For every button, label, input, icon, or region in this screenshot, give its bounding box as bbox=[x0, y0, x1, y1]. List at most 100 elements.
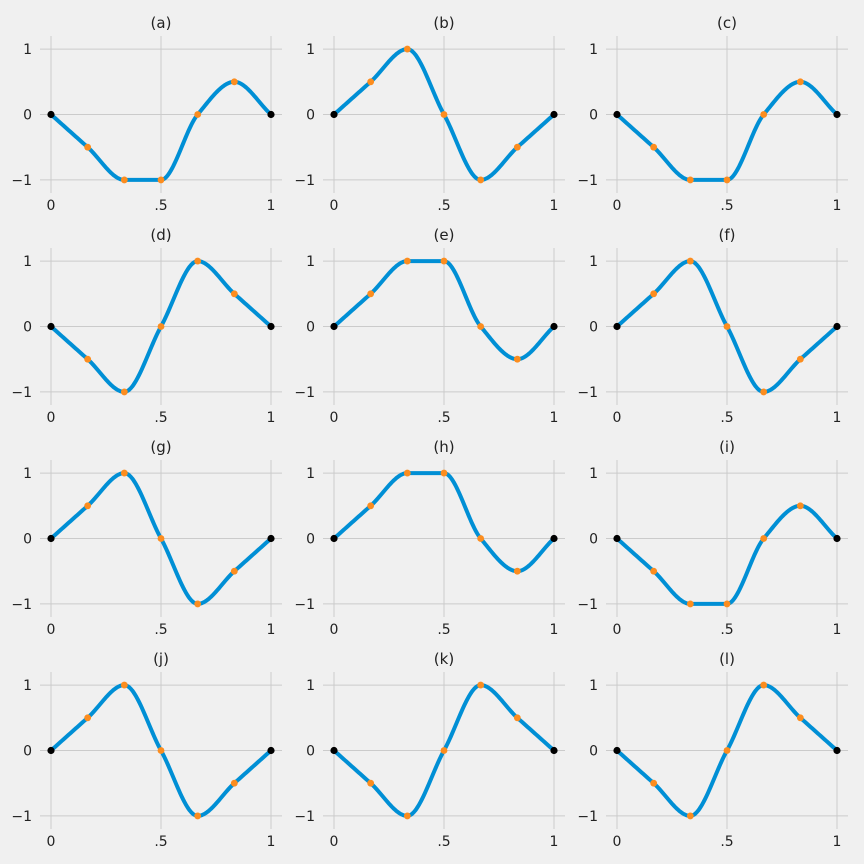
data-point bbox=[230, 567, 238, 575]
data-point bbox=[84, 714, 92, 722]
data-point bbox=[194, 257, 202, 265]
endpoint-marker bbox=[267, 746, 275, 755]
data-point bbox=[650, 290, 658, 298]
y-tick-label: 0 bbox=[589, 744, 598, 760]
chart-panel: (f) 0 .5 1 −1 0 1 bbox=[577, 226, 848, 426]
y-tick-label: −1 bbox=[294, 385, 315, 401]
y-tick-label: 0 bbox=[306, 320, 315, 336]
y-tick-label: 1 bbox=[306, 466, 315, 482]
data-point bbox=[686, 812, 694, 820]
endpoint-marker bbox=[550, 746, 558, 755]
data-point bbox=[513, 567, 521, 575]
y-tick-label: 1 bbox=[23, 42, 32, 58]
panel-title: (a) bbox=[151, 14, 172, 32]
x-tick-label: 0 bbox=[47, 198, 56, 214]
data-point bbox=[723, 747, 731, 754]
data-point bbox=[403, 469, 411, 477]
x-tick-label: 1 bbox=[833, 198, 842, 214]
data-point bbox=[686, 176, 694, 184]
endpoint-marker bbox=[267, 534, 275, 543]
data-point bbox=[367, 78, 375, 86]
chart-panel: (e) 0 .5 1 −1 0 1 bbox=[294, 226, 565, 426]
y-tick-label: −1 bbox=[294, 809, 315, 825]
data-point bbox=[477, 535, 485, 542]
data-point bbox=[403, 812, 411, 820]
endpoint-marker bbox=[833, 746, 841, 755]
x-tick-label: 1 bbox=[267, 834, 276, 850]
endpoint-marker bbox=[330, 322, 338, 331]
y-tick-label: −1 bbox=[294, 173, 315, 189]
x-tick-label: 0 bbox=[330, 622, 339, 638]
data-point bbox=[796, 714, 804, 722]
endpoint-marker bbox=[613, 322, 621, 331]
x-tick-label: 1 bbox=[550, 622, 559, 638]
x-tick-label: 1 bbox=[833, 622, 842, 638]
x-tick-label: 0 bbox=[330, 834, 339, 850]
data-point bbox=[650, 779, 658, 787]
y-tick-label: 0 bbox=[306, 108, 315, 124]
y-tick-label: 0 bbox=[589, 320, 598, 336]
chart-panel: (g) 0 .5 1 −1 0 1 bbox=[11, 438, 282, 638]
x-tick-label: 1 bbox=[267, 410, 276, 426]
data-point bbox=[796, 355, 804, 363]
x-tick-label: 1 bbox=[550, 834, 559, 850]
data-point bbox=[723, 323, 731, 330]
data-point bbox=[796, 78, 804, 86]
endpoint-marker bbox=[47, 534, 55, 543]
data-point bbox=[760, 535, 768, 542]
panel-title: (i) bbox=[719, 438, 735, 456]
panel-title: (d) bbox=[150, 226, 171, 244]
x-tick-label: .5 bbox=[154, 622, 167, 638]
y-tick-label: 0 bbox=[306, 532, 315, 548]
data-point bbox=[686, 257, 694, 265]
x-tick-label: 1 bbox=[267, 622, 276, 638]
x-tick-label: 1 bbox=[833, 410, 842, 426]
x-tick-label: .5 bbox=[437, 410, 450, 426]
data-point bbox=[440, 747, 448, 754]
y-tick-label: 0 bbox=[23, 744, 32, 760]
data-point bbox=[84, 502, 92, 510]
x-tick-label: 1 bbox=[833, 834, 842, 850]
data-point bbox=[440, 257, 448, 265]
chart-panel: (j) 0 .5 1 −1 0 1 bbox=[11, 650, 282, 850]
chart-panel: (a) 0 .5 1 −1 0 1 bbox=[11, 14, 282, 214]
x-tick-label: .5 bbox=[720, 622, 733, 638]
panel-title: (e) bbox=[434, 226, 455, 244]
endpoint-marker bbox=[47, 110, 55, 119]
y-tick-label: 1 bbox=[23, 466, 32, 482]
y-tick-label: 1 bbox=[306, 254, 315, 270]
panel-title: (l) bbox=[719, 650, 735, 668]
x-tick-label: .5 bbox=[437, 622, 450, 638]
y-tick-label: −1 bbox=[294, 597, 315, 613]
endpoint-marker bbox=[550, 110, 558, 119]
y-tick-label: 1 bbox=[306, 678, 315, 694]
endpoint-marker bbox=[613, 746, 621, 755]
x-tick-label: .5 bbox=[154, 410, 167, 426]
y-tick-label: 0 bbox=[589, 532, 598, 548]
endpoint-marker bbox=[47, 746, 55, 755]
endpoint-marker bbox=[550, 322, 558, 331]
endpoint-marker bbox=[330, 110, 338, 119]
data-point bbox=[440, 469, 448, 477]
data-point bbox=[157, 323, 165, 330]
x-tick-label: 0 bbox=[330, 198, 339, 214]
y-tick-label: 1 bbox=[23, 678, 32, 694]
y-tick-label: −1 bbox=[11, 597, 32, 613]
data-point bbox=[650, 567, 658, 575]
panel-title: (f) bbox=[719, 226, 736, 244]
x-tick-label: .5 bbox=[720, 198, 733, 214]
endpoint-marker bbox=[47, 322, 55, 331]
data-point bbox=[230, 78, 238, 86]
y-tick-label: 1 bbox=[589, 254, 598, 270]
y-tick-label: −1 bbox=[577, 385, 598, 401]
endpoint-marker bbox=[330, 746, 338, 755]
x-tick-label: 0 bbox=[613, 622, 622, 638]
y-tick-label: 0 bbox=[306, 744, 315, 760]
data-point bbox=[760, 111, 768, 118]
data-point bbox=[84, 143, 92, 151]
data-point bbox=[157, 747, 165, 754]
data-point bbox=[194, 111, 202, 118]
data-point bbox=[403, 257, 411, 265]
y-tick-label: 0 bbox=[23, 532, 32, 548]
x-tick-label: 0 bbox=[47, 834, 56, 850]
